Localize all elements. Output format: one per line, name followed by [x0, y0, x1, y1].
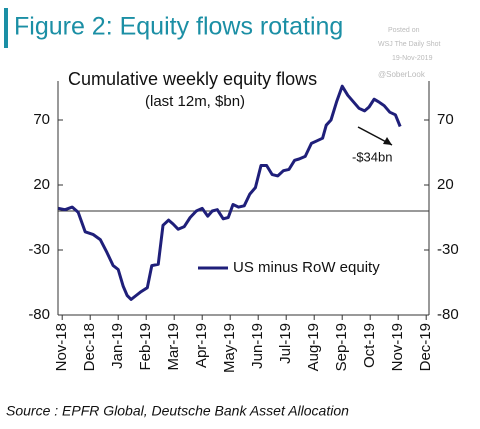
y2-tick-label: 70 — [437, 111, 454, 128]
watermark: 19-Nov-2019 — [392, 55, 433, 62]
y-tick-label: 20 — [33, 176, 50, 193]
x-tick-label: Feb-19 — [137, 323, 154, 371]
x-tick-label: Nov-18 — [53, 323, 70, 371]
chart-title: Figure 2: Equity flows rotating — [14, 13, 343, 41]
series-line — [57, 84, 402, 301]
x-tick-label: Sep-19 — [333, 323, 350, 371]
watermark: @SoberLook — [378, 70, 426, 79]
x-tick-label: Apr-19 — [193, 323, 210, 368]
x-tick-label: Aug-19 — [305, 323, 322, 371]
x-tick-label: Nov-19 — [389, 323, 406, 371]
y-tick-label: -30 — [28, 241, 50, 258]
legend-label: US minus RoW equity — [233, 259, 380, 276]
subtitle: (last 12m, $bn) — [145, 93, 245, 110]
subtitle: Cumulative weekly equity flows — [68, 69, 317, 89]
source: Source : EPFR Global, Deutsche Bank Asse… — [6, 403, 349, 419]
x-tick-label: Jul-19 — [277, 323, 294, 364]
y2-tick-label: 20 — [437, 176, 454, 193]
title-accent — [4, 8, 8, 48]
annotation-arrowhead — [383, 137, 392, 145]
y-tick-label: -80 — [28, 306, 50, 323]
x-tick-label: Dec-19 — [417, 323, 434, 371]
x-tick-label: Mar-19 — [165, 323, 182, 371]
x-tick-label: Jan-19 — [109, 323, 126, 369]
x-tick-label: Jun-19 — [249, 323, 266, 369]
annotation: -$34bn — [352, 149, 392, 164]
watermark: Posted on — [388, 27, 420, 34]
y2-tick-label: -30 — [437, 241, 459, 258]
watermark: WSJ The Daily Shot — [378, 41, 441, 48]
x-tick-label: May-19 — [221, 323, 238, 373]
x-tick-label: Oct-19 — [361, 323, 378, 368]
y-tick-label: 70 — [33, 111, 50, 128]
x-tick-label: Dec-18 — [81, 323, 98, 371]
y2-tick-label: -80 — [437, 306, 459, 323]
